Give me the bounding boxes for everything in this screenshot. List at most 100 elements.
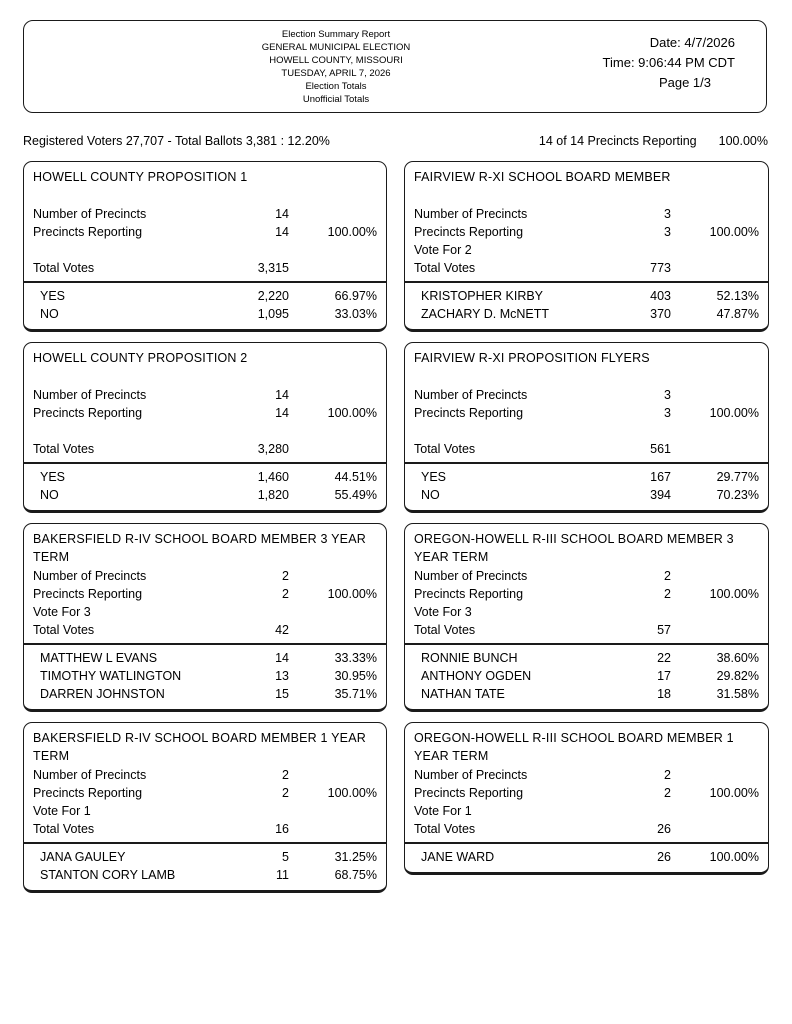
number-of-precincts-row-label: Number of Precincts xyxy=(414,388,528,402)
candidate-name: NO xyxy=(421,488,440,502)
contest-candidates: JANE WARD 26 100.00% xyxy=(405,842,768,872)
contest-title: HOWELL COUNTY PROPOSITION 2 xyxy=(33,351,248,365)
precincts-reporting-text: 14 of 14 Precincts Reporting xyxy=(538,134,697,148)
vote-for-row-votes xyxy=(586,241,671,259)
number-of-precincts-row-percent xyxy=(671,386,759,404)
report-title-line: Unofficial Totals xyxy=(302,94,370,105)
candidate-percent: 66.97% xyxy=(334,289,377,303)
candidate-votes: 17 xyxy=(657,669,671,683)
vote-for-row-votes xyxy=(586,603,671,621)
precincts-reporting-row-label: Precincts Reporting xyxy=(33,786,143,800)
number-of-precincts-row: Number of Precincts 3 xyxy=(414,205,759,223)
total-votes-row-label: Total Votes xyxy=(33,442,95,456)
candidate-row: MATTHEW L EVANS 14 33.33% xyxy=(33,649,377,667)
number-of-precincts-row-votes: 2 xyxy=(282,768,289,782)
number-of-precincts-row-percent xyxy=(671,205,759,223)
report-date: Date: 4/7/2026 xyxy=(649,35,735,50)
total-votes-row: Total Votes 773 xyxy=(414,259,759,277)
total-votes-row-percent xyxy=(671,820,759,838)
vote-for-row-label: Vote For 1 xyxy=(414,804,472,818)
total-votes-row-label: Total Votes xyxy=(33,261,95,275)
number-of-precincts-row: Number of Precincts 14 xyxy=(33,205,377,223)
contest-card-head: FAIRVIEW R-XI SCHOOL BOARD MEMBER Number … xyxy=(405,162,768,281)
vote-for-row xyxy=(33,241,377,259)
precincts-reporting-row: Precincts Reporting 14 100.00% xyxy=(33,223,377,241)
candidate-percent: 68.75% xyxy=(334,868,377,882)
candidate-name: KRISTOPHER KIRBY xyxy=(421,289,544,303)
candidate-percent: 30.95% xyxy=(334,669,377,683)
candidate-percent: 52.13% xyxy=(716,289,759,303)
number-of-precincts-row-votes: 2 xyxy=(664,768,671,782)
total-votes-row-label: Total Votes xyxy=(414,623,476,637)
precincts-reporting-row-votes: 3 xyxy=(664,225,671,239)
number-of-precincts-row: Number of Precincts 14 xyxy=(33,386,377,404)
candidate-name: MATTHEW L EVANS xyxy=(40,651,158,665)
precincts-reporting-row: Precincts Reporting 2 100.00% xyxy=(33,784,377,802)
candidate-votes: 2,220 xyxy=(257,289,289,303)
total-votes-row-percent xyxy=(671,440,759,458)
candidate-name: ZACHARY D. McNETT xyxy=(421,307,550,321)
total-votes-row: Total Votes 3,315 xyxy=(33,259,377,277)
vote-for-row-label: Vote For 2 xyxy=(414,243,472,257)
candidate-percent: 29.82% xyxy=(716,669,759,683)
number-of-precincts-row-percent xyxy=(671,567,759,585)
candidate-percent: 31.58% xyxy=(716,687,759,701)
precincts-reporting-row-percent: 100.00% xyxy=(709,587,759,601)
vote-for-row xyxy=(414,422,759,440)
number-of-precincts-row: Number of Precincts 2 xyxy=(33,567,377,585)
vote-for-row-percent xyxy=(289,603,377,621)
total-votes-row-label: Total Votes xyxy=(414,822,476,836)
candidate-votes: 11 xyxy=(276,868,289,882)
total-votes-row-percent xyxy=(289,440,377,458)
total-votes-row: Total Votes 57 xyxy=(414,621,759,639)
candidate-percent: 100.00% xyxy=(709,850,759,864)
precincts-reporting-row: Precincts Reporting 2 100.00% xyxy=(414,585,759,603)
total-votes-row-votes: 57 xyxy=(657,623,671,637)
contest-card-head: BAKERSFIELD R-IV SCHOOL BOARD MEMBER 1 Y… xyxy=(24,723,386,842)
total-votes-row-percent xyxy=(289,820,377,838)
candidate-votes: 1,820 xyxy=(257,488,289,502)
contest-title: FAIRVIEW R-XI SCHOOL BOARD MEMBER xyxy=(414,170,671,184)
candidate-percent: 47.87% xyxy=(716,307,759,321)
number-of-precincts-row-label: Number of Precincts xyxy=(33,569,147,583)
candidate-votes: 15 xyxy=(275,687,289,701)
precincts-reporting-row-votes: 14 xyxy=(275,406,289,420)
total-votes-row-label: Total Votes xyxy=(414,442,476,456)
total-votes-row: Total Votes 42 xyxy=(33,621,377,639)
candidate-name: NATHAN TATE xyxy=(421,687,505,701)
candidate-votes: 394 xyxy=(650,488,671,502)
total-votes-row-votes: 42 xyxy=(275,623,289,637)
precincts-reporting-row-votes: 3 xyxy=(664,406,671,420)
precincts-reporting-percent: 100.00% xyxy=(718,134,768,148)
candidate-votes: 26 xyxy=(657,850,671,864)
vote-for-row: Vote For 1 xyxy=(33,802,377,820)
candidate-votes: 1,095 xyxy=(257,307,289,321)
candidate-name: YES xyxy=(40,289,66,303)
contest-candidates: KRISTOPHER KIRBY 403 52.13% ZACHARY D. McNE… xyxy=(405,281,768,329)
vote-for-row-percent xyxy=(671,422,759,440)
candidate-row: RONNIE BUNCH 22 38.60% xyxy=(414,649,759,667)
contest-grid: HOWELL COUNTY PROPOSITION 1 Number of Pre… xyxy=(23,161,769,893)
candidate-row: STANTON CORY LAMB 11 68.75% xyxy=(33,866,377,884)
precincts-reporting-summary: 14 of 14 Precincts Reporting 100.00% xyxy=(539,134,768,149)
number-of-precincts-row-label: Number of Precincts xyxy=(414,569,528,583)
total-votes-row-label: Total Votes xyxy=(33,623,95,637)
vote-for-row-votes xyxy=(204,422,289,440)
precincts-reporting-row-percent: 100.00% xyxy=(327,225,377,239)
vote-for-row-votes xyxy=(204,603,289,621)
precincts-reporting-row-percent: 100.00% xyxy=(327,406,377,420)
candidate-row: ZACHARY D. McNETT 370 47.87% xyxy=(414,305,759,323)
precincts-reporting-row: Precincts Reporting 14 100.00% xyxy=(33,404,377,422)
candidate-percent: 38.60% xyxy=(716,651,759,665)
precincts-reporting-row-votes: 2 xyxy=(282,587,289,601)
candidate-percent: 55.49% xyxy=(334,488,377,502)
number-of-precincts-row-percent xyxy=(289,205,377,223)
contest-card-head: HOWELL COUNTY PROPOSITION 1 Number of Pre… xyxy=(24,162,386,281)
precincts-reporting-row-percent: 100.00% xyxy=(327,786,377,800)
candidate-row: NO 1,095 33.03% xyxy=(33,305,377,323)
number-of-precincts-row-votes: 3 xyxy=(664,207,671,221)
vote-for-row-percent xyxy=(289,241,377,259)
candidate-percent: 35.71% xyxy=(334,687,377,701)
precincts-reporting-row: Precincts Reporting 2 100.00% xyxy=(33,585,377,603)
candidate-percent: 70.23% xyxy=(716,488,759,502)
